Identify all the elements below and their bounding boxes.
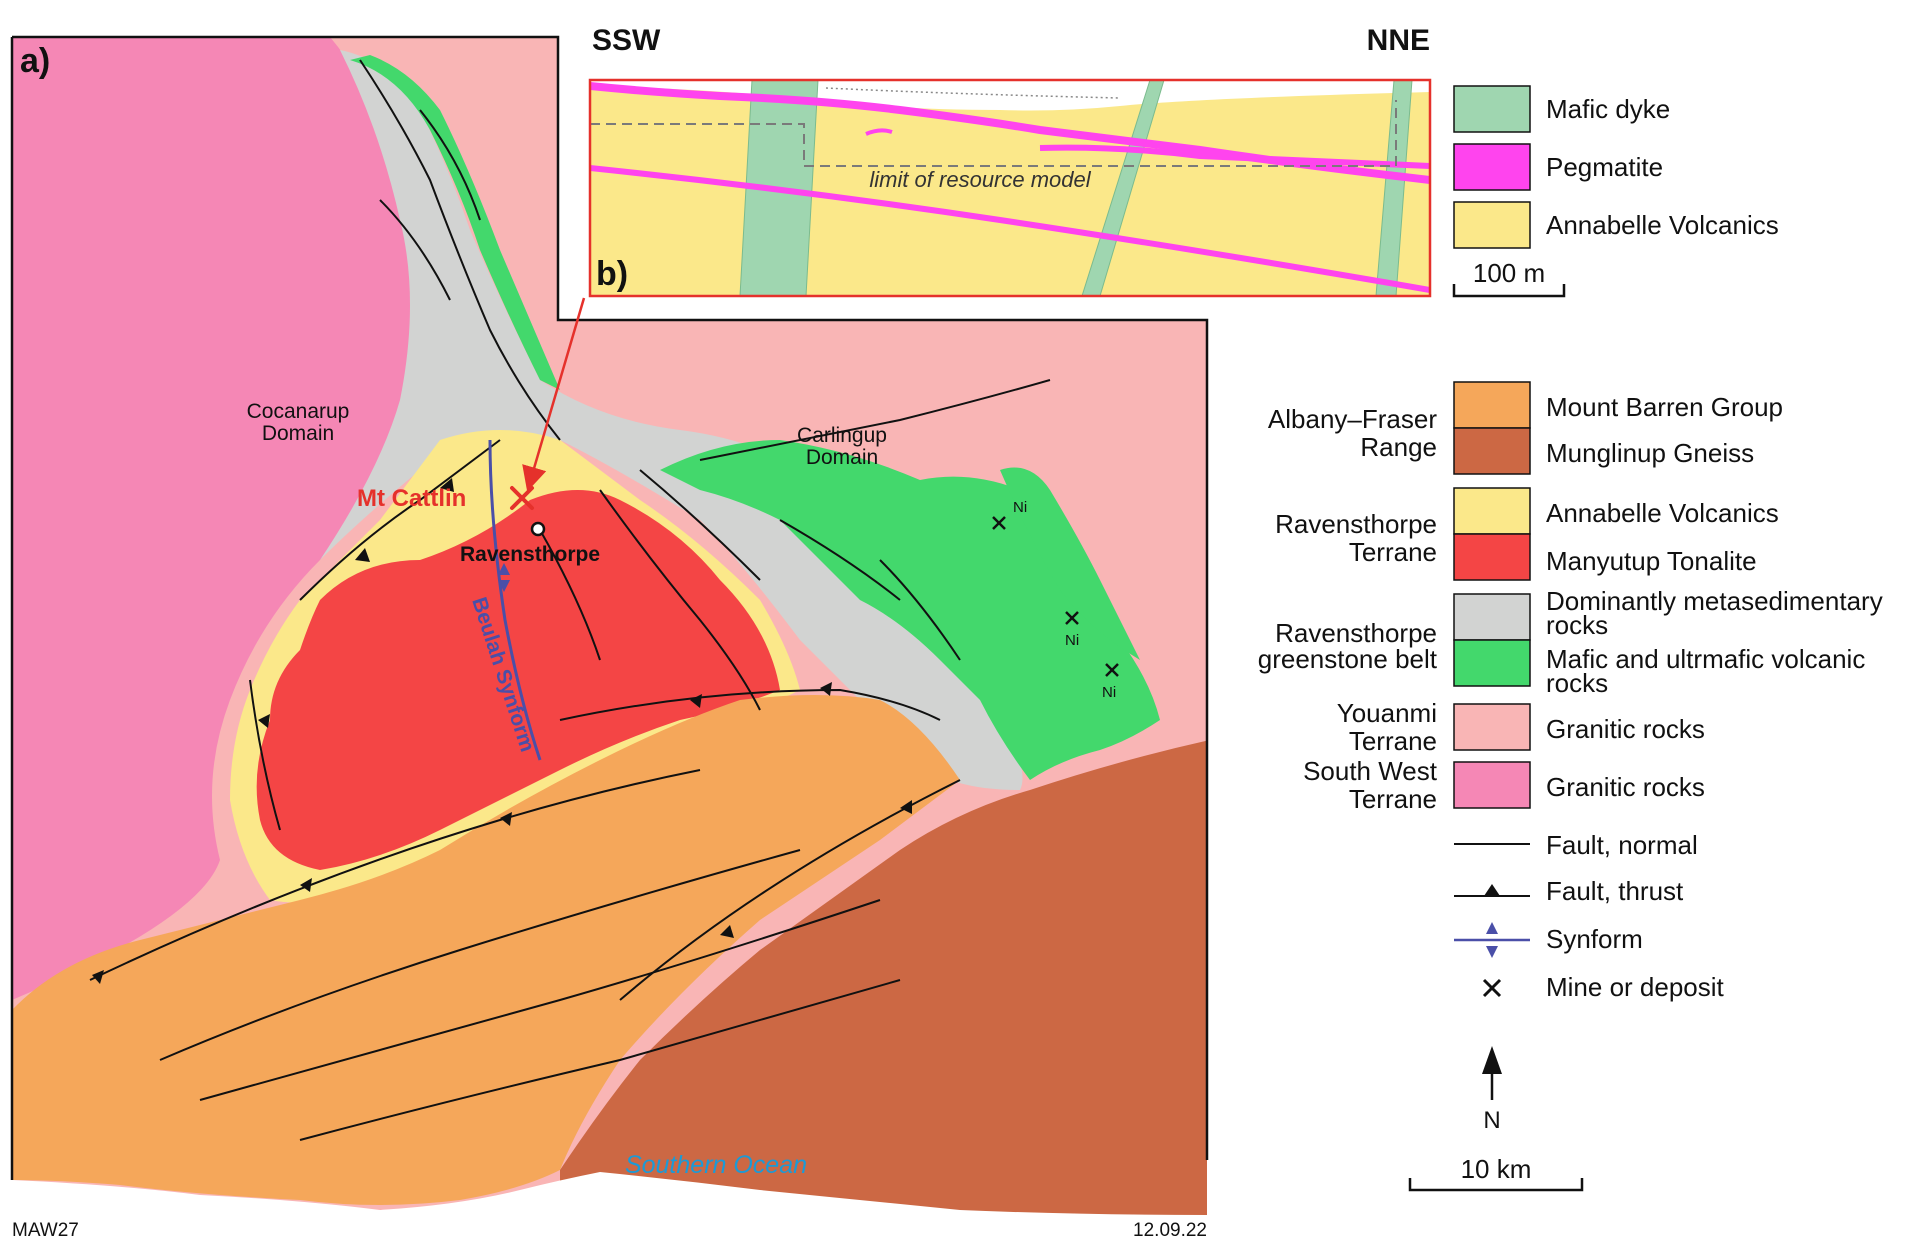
mount-barren-group-area: [12, 695, 960, 1205]
panel-b-border: [588, 78, 1432, 298]
legend-annabelle-b-swatch: [1453, 201, 1531, 249]
ni-label-3: Ni: [1102, 684, 1116, 701]
panel-b-legend: Mafic dyke Pegmatite Annabelle Volcanics…: [1452, 85, 1779, 298]
legend-annabelle-label: Annabelle Volcanics: [1546, 498, 1779, 528]
nne-label: NNE: [1367, 24, 1430, 57]
cocanarup-domain-label-2: Domain: [262, 422, 334, 445]
section-annabelle-fill: [590, 80, 1430, 296]
north-arrow-icon: [1482, 1046, 1502, 1074]
legend-mafic-dyke-swatch: [1453, 85, 1531, 133]
mafic-dyke-3: [1375, 80, 1413, 296]
carlingup-domain-label-1: Carlingup: [797, 424, 887, 447]
scale-100m-label: 100 m: [1473, 258, 1545, 288]
legend-thrust-fault-label: Fault, thrust: [1546, 876, 1684, 906]
legend-synform-label: Synform: [1546, 924, 1643, 954]
mafic-volcanic-strip: [350, 55, 560, 390]
legend-metasedimentary-label-1: Dominantly metasedimentary: [1546, 586, 1883, 616]
resource-limit-line: [590, 100, 1397, 167]
beulah-synform-axis: [488, 439, 542, 761]
legend-southwest-label: Granitic rocks: [1546, 772, 1705, 802]
group-albany-fraser-2: Range: [1360, 432, 1437, 462]
panel-b-cross-section: [590, 80, 1430, 296]
legend-mine-icon: [1482, 978, 1502, 998]
greenstone-sediment-area: [320, 50, 1023, 790]
legend-mafic-volcanic-label-1: Mafic and ultrmafic volcanic: [1546, 644, 1865, 674]
panel-b-location-arrow: [522, 297, 586, 492]
southern-ocean-label: Southern Ocean: [625, 1151, 807, 1179]
normal-faults: [159, 59, 1051, 1141]
north-label: N: [1483, 1107, 1500, 1134]
synform-arrow-up: [498, 563, 510, 575]
mafic-dyke-2: [1081, 80, 1165, 296]
legend-synform-icon-up: [1486, 922, 1498, 934]
legend-munglinup-label: Munglinup Gneiss: [1546, 438, 1754, 468]
mt-cattlin-label: Mt Cattlin: [357, 485, 466, 512]
legend-manyutup-swatch: [1453, 533, 1531, 581]
carlingup-domain-label-2: Domain: [806, 446, 878, 469]
ravensthorpe-label: Ravensthorpe: [460, 543, 600, 566]
legend-mafic-dyke-label: Mafic dyke: [1546, 94, 1670, 124]
group-albany-fraser-1: Albany–Fraser: [1268, 404, 1437, 434]
legend-metasedimentary-label-2: rocks: [1546, 610, 1608, 640]
thrust-teeth: [92, 478, 912, 984]
group-greenstone-2: greenstone belt: [1258, 644, 1438, 674]
group-southwest-2: Terrane: [1349, 784, 1437, 814]
topo-dotted: [825, 87, 1121, 99]
legend-metasedimentary-swatch: [1453, 593, 1531, 641]
scale-bar-100m: [1452, 284, 1566, 298]
legend-pegmatite-label: Pegmatite: [1546, 152, 1663, 182]
scale-bar-10km: [1408, 1178, 1584, 1192]
ni-label-1: Ni: [1013, 499, 1027, 516]
ocean-area: [12, 1172, 1207, 1230]
legend-normal-fault-label: Fault, normal: [1546, 830, 1698, 860]
ssw-label: SSW: [592, 24, 661, 57]
legend-munglinup-swatch: [1453, 427, 1531, 475]
legend-southwest-swatch: [1453, 761, 1531, 809]
pegmatite-lens: [865, 128, 893, 136]
resource-limit-label: limit of resource model: [869, 167, 1091, 192]
legend-mount-barren-label: Mount Barren Group: [1546, 392, 1783, 422]
panel-a-label: a): [20, 42, 50, 80]
pegmatite-lower: [590, 165, 1430, 293]
group-youanmi-1: Youanmi: [1337, 698, 1437, 728]
legend-annabelle-b-label: Annabelle Volcanics: [1546, 210, 1779, 240]
group-southwest-1: South West: [1303, 756, 1438, 786]
group-ravensthorpe-terrane-2: Terrane: [1349, 537, 1437, 567]
legend-thrust-fault-icon: [1484, 884, 1500, 896]
panel-a-border: [12, 35, 1209, 1160]
legend-youanmi-label: Granitic rocks: [1546, 714, 1705, 744]
ni-label-2: Ni: [1065, 632, 1079, 649]
synform-arrow-down: [498, 580, 510, 592]
mafic-volcanic-northeast: [1000, 467, 1140, 660]
scale-10km-label: 10 km: [1461, 1154, 1532, 1184]
legend-manyutup-label: Manyutup Tonalite: [1546, 546, 1757, 576]
group-greenstone-1: Ravensthorpe: [1275, 618, 1437, 648]
cocanarup-domain-label-1: Cocanarup: [247, 400, 350, 423]
legend-synform-icon-down: [1486, 946, 1498, 958]
main-legend: Albany–Fraser Range Mount Barren Group M…: [1258, 381, 1883, 1192]
ravensthorpe-town-icon: [530, 521, 546, 537]
legend-mafic-volcanic-label-2: rocks: [1546, 668, 1608, 698]
ni-mine-icons: [992, 516, 1119, 677]
legend-youanmi-swatch: [1453, 703, 1531, 751]
group-youanmi-2: Terrane: [1349, 726, 1437, 756]
panel-b-label: b): [596, 255, 628, 293]
group-ravensthorpe-terrane-1: Ravensthorpe: [1275, 509, 1437, 539]
legend-mount-barren-swatch: [1453, 381, 1531, 429]
pegmatite-middle: [1039, 144, 1430, 169]
legend-annabelle-swatch: [1453, 487, 1531, 535]
figure-date: 12.09.22: [1133, 1220, 1207, 1241]
southwest-granitic-area: [12, 37, 414, 1000]
legend-pegmatite-swatch: [1453, 143, 1531, 191]
legend-mine-label: Mine or deposit: [1546, 972, 1725, 1002]
legend-mafic-volcanic-swatch: [1453, 639, 1531, 687]
figure-code: MAW27: [12, 1220, 79, 1241]
